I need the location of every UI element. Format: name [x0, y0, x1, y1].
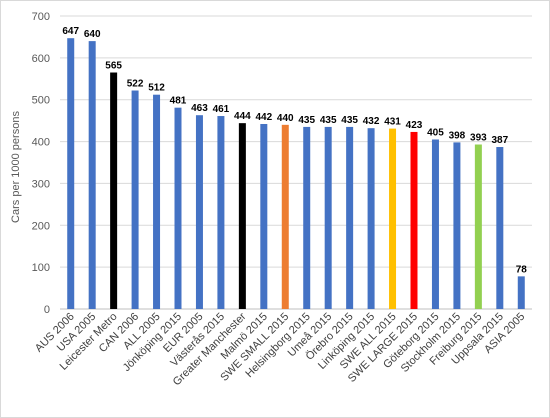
data-label: 435 [341, 115, 358, 126]
bar [153, 94, 161, 309]
data-label: 398 [449, 130, 466, 141]
bar [281, 124, 289, 309]
bar [410, 131, 418, 309]
y-tick-label: 600 [32, 53, 50, 65]
y-tick-label: 500 [32, 95, 50, 107]
data-label: 640 [84, 29, 101, 40]
bar [324, 126, 332, 310]
bar [195, 115, 203, 309]
data-label: 393 [470, 133, 487, 144]
data-label: 435 [320, 115, 337, 126]
bar [67, 38, 75, 309]
bar [174, 107, 182, 309]
y-tick-label: 400 [32, 137, 50, 149]
bar [517, 276, 525, 309]
bars [67, 38, 525, 310]
bar [217, 116, 225, 309]
bar [431, 139, 439, 309]
data-labels: 647 640 565 522 512 481 463 461 444 442 440 435 435 4… [62, 26, 527, 275]
y-tick-label: 300 [32, 178, 50, 190]
bar [88, 41, 96, 309]
bar [474, 144, 482, 309]
data-label: 423 [406, 120, 423, 131]
data-label: 444 [234, 111, 251, 122]
data-label: 387 [491, 135, 508, 146]
bar [453, 142, 461, 309]
y-axis-label: Cars per 1000 persons [10, 111, 22, 223]
y-tick-label: 100 [32, 262, 50, 274]
bar [260, 123, 268, 310]
bar [238, 123, 246, 309]
bar [367, 128, 375, 309]
data-label: 435 [298, 115, 315, 126]
data-label: 405 [427, 127, 444, 138]
bar [389, 128, 397, 309]
data-label: 431 [384, 117, 401, 128]
bar [131, 90, 139, 310]
data-label: 78 [516, 264, 528, 275]
data-label: 512 [148, 83, 165, 94]
data-label: 461 [213, 104, 230, 115]
bar [303, 126, 311, 310]
y-tick-label: 200 [32, 220, 50, 232]
data-label: 565 [105, 61, 122, 72]
y-axis-ticks: 0 100 200 300 400 500 600 700 [32, 11, 50, 316]
y-tick-label: 700 [32, 11, 50, 23]
data-label: 463 [191, 103, 208, 114]
y-tick-label: 0 [44, 304, 50, 316]
data-label: 432 [363, 116, 380, 127]
bar [346, 126, 354, 310]
data-label: 522 [127, 79, 144, 90]
bar [110, 72, 118, 309]
bar [496, 147, 504, 309]
data-label: 442 [255, 112, 272, 123]
gridlines [60, 15, 532, 310]
data-label: 647 [62, 26, 79, 37]
data-label: 481 [170, 96, 187, 107]
data-label: 440 [277, 113, 294, 124]
